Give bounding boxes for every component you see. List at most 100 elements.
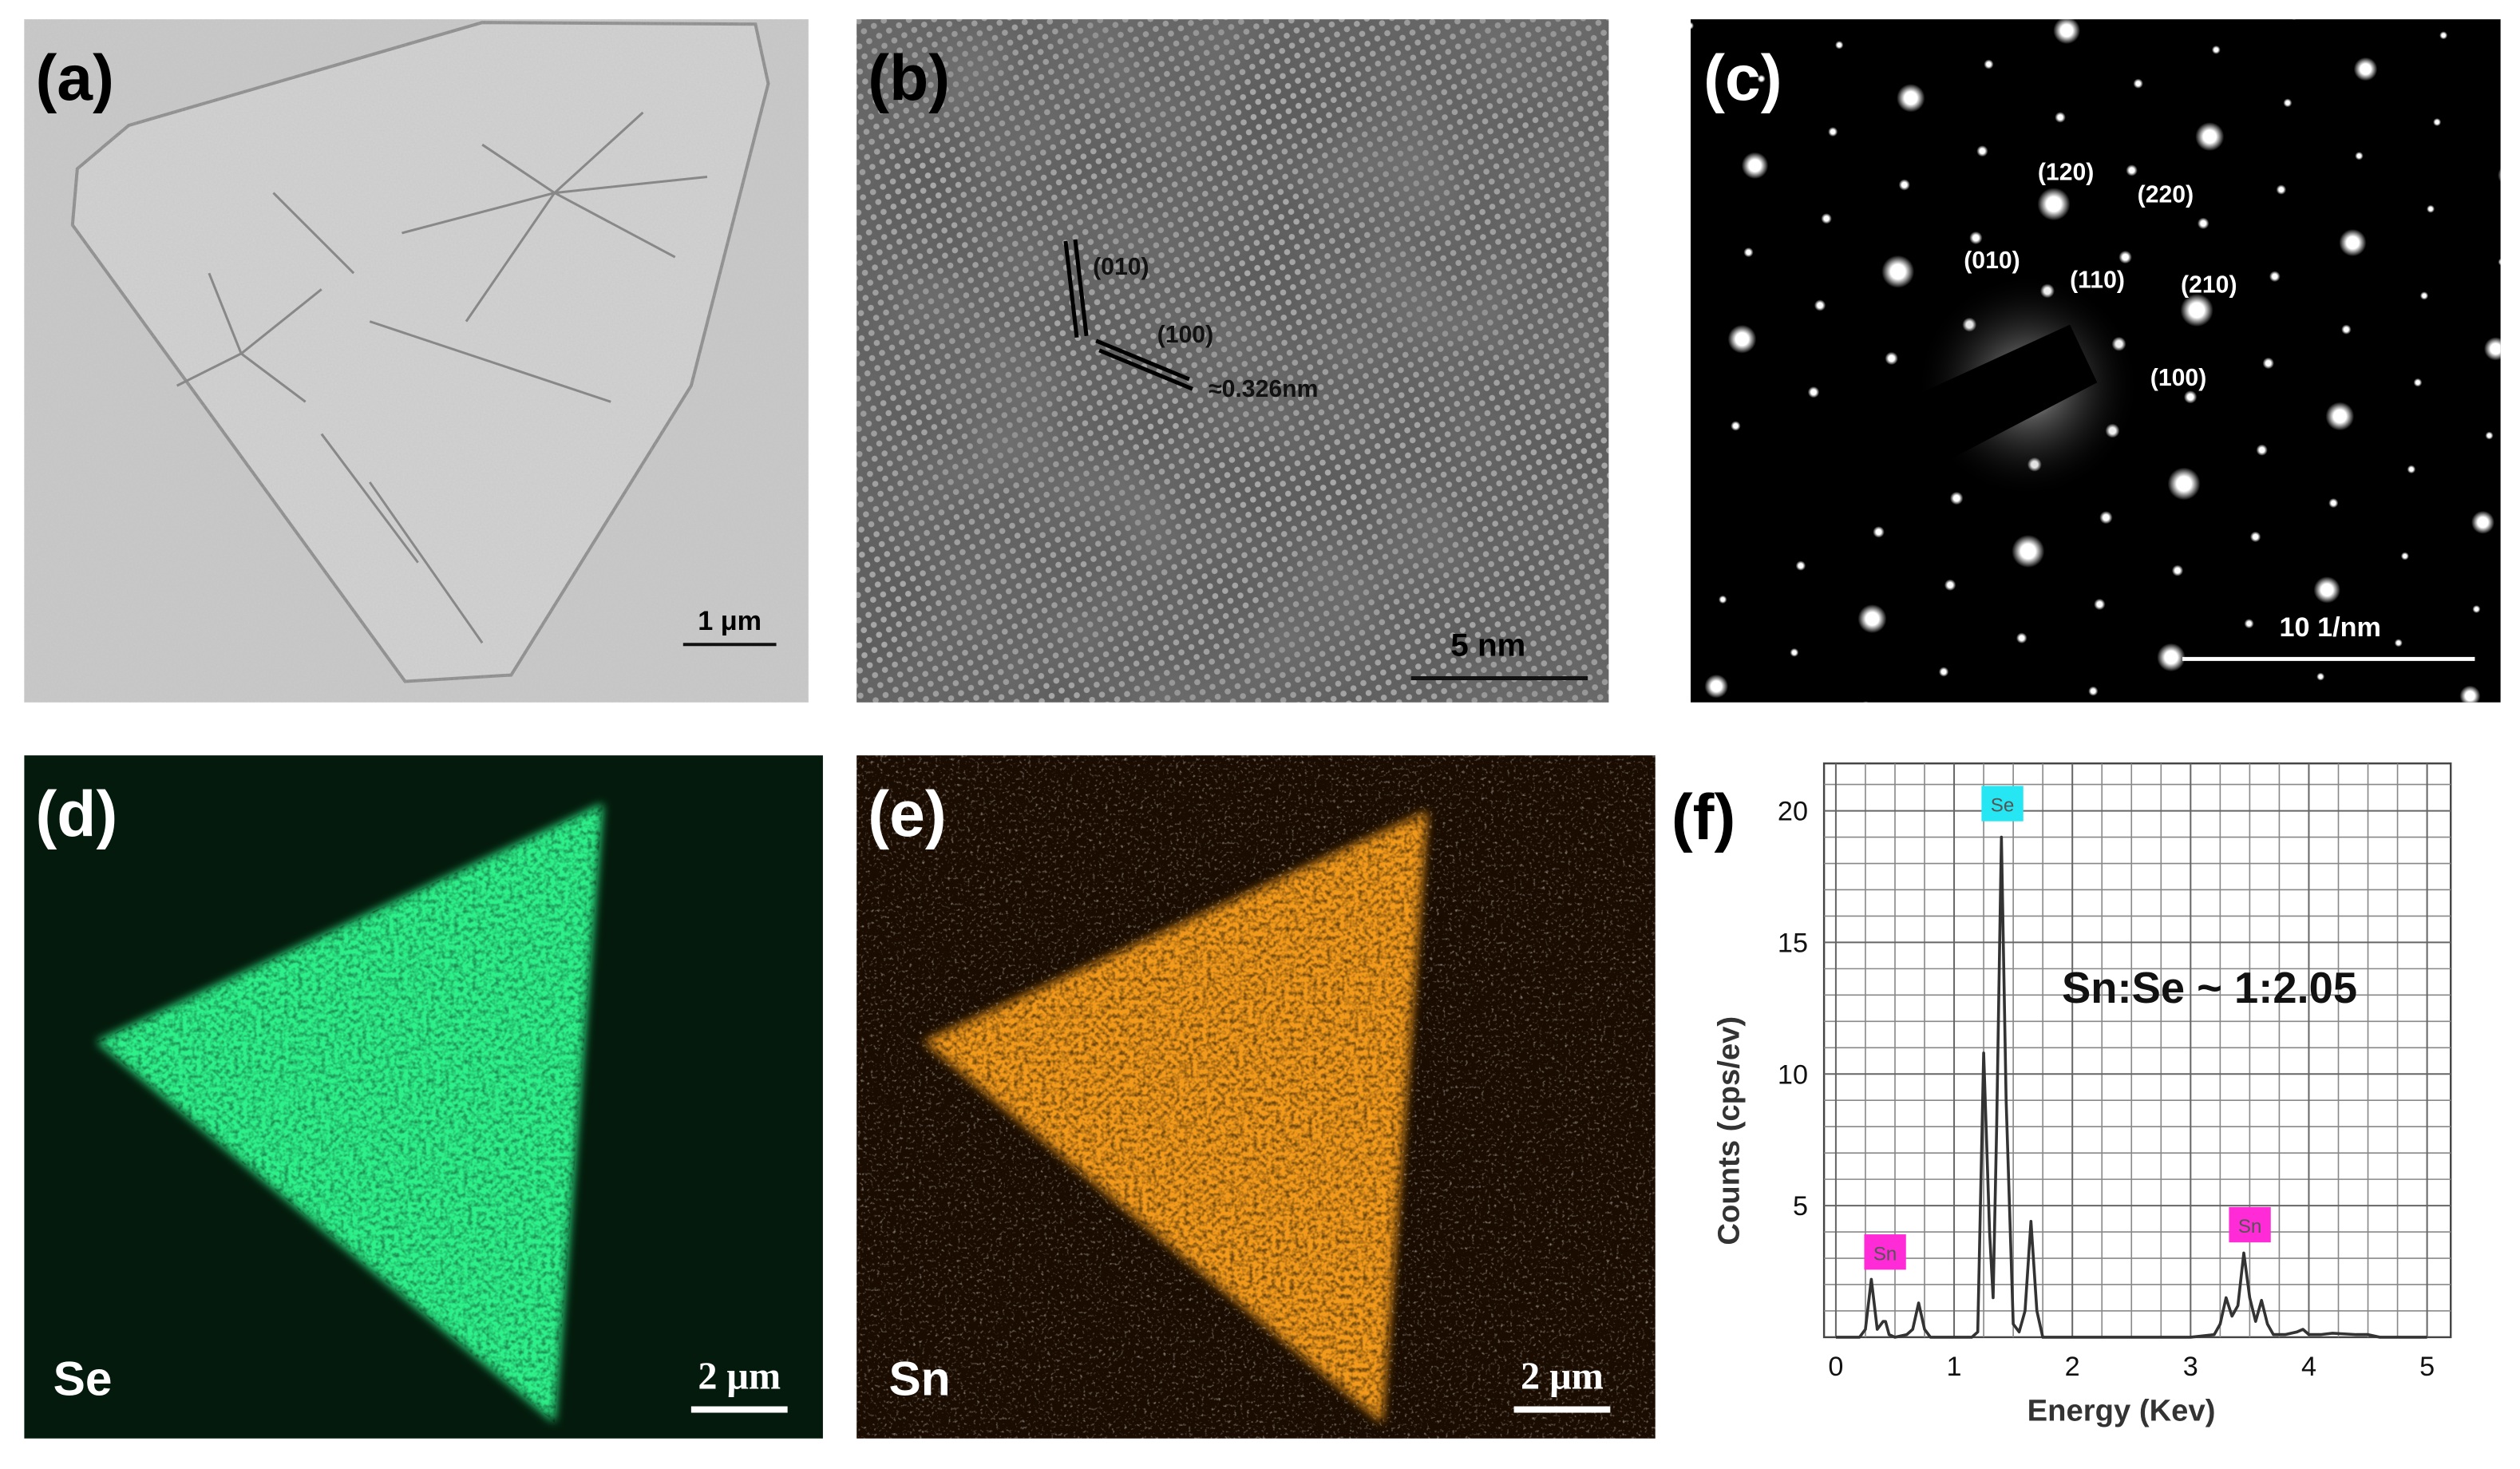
spot bbox=[1741, 152, 1769, 180]
spot bbox=[2099, 511, 2113, 525]
spot bbox=[2439, 31, 2448, 40]
beam-stop bbox=[1691, 324, 2098, 595]
peak-label-box bbox=[1864, 1234, 1906, 1270]
spot bbox=[2157, 643, 2186, 672]
spot bbox=[2459, 685, 2481, 703]
spot bbox=[2419, 291, 2429, 300]
spot bbox=[1795, 560, 1806, 571]
spot bbox=[1828, 127, 1838, 137]
x-tick-label: 2 bbox=[2065, 1352, 2080, 1382]
spot bbox=[2118, 250, 2132, 264]
spot bbox=[2472, 604, 2481, 614]
spot bbox=[2244, 619, 2254, 629]
scale-bar-label: 10 1/nm bbox=[2280, 612, 2381, 643]
annotation: (010) bbox=[1964, 247, 2020, 274]
spot bbox=[2211, 45, 2221, 54]
scale-bar-label: 1 μm bbox=[698, 606, 762, 636]
spot bbox=[2339, 228, 2367, 257]
spot bbox=[2238, 707, 2246, 715]
peak-label: Sn bbox=[1873, 1243, 1897, 1265]
spot bbox=[2291, 19, 2296, 21]
peak-label-box bbox=[1981, 786, 2024, 822]
spot bbox=[2126, 164, 2138, 176]
spot bbox=[2037, 188, 2071, 221]
annotation: (210) bbox=[2181, 271, 2237, 298]
peak-label-box bbox=[2229, 1206, 2271, 1243]
spot bbox=[2498, 168, 2501, 183]
spot bbox=[1885, 351, 1898, 366]
panel-c: (120) (220) (010) (110) (210) (100) (c) … bbox=[1673, 19, 2501, 715]
spot bbox=[2313, 576, 2340, 604]
spot bbox=[2485, 431, 2494, 440]
panel-label: (e) bbox=[868, 778, 946, 850]
texture bbox=[24, 19, 809, 703]
annotation: (120) bbox=[2038, 159, 2094, 185]
spot bbox=[1704, 674, 1729, 699]
spot bbox=[1814, 299, 1826, 311]
x-axis-label: Energy (Kev) bbox=[2027, 1394, 2216, 1428]
scale-bar-label: 5 nm bbox=[1450, 627, 1525, 663]
spot bbox=[1938, 667, 1949, 677]
spot bbox=[2353, 57, 2378, 81]
panel-e: (e) Sn 2 μm bbox=[856, 755, 1656, 1439]
x-tick-label: 1 bbox=[1947, 1352, 1962, 1382]
panel-label: (f) bbox=[1671, 782, 1735, 853]
spot bbox=[2094, 598, 2106, 611]
spot bbox=[2341, 324, 2352, 335]
spot bbox=[2413, 378, 2423, 387]
x-tick-label: 0 bbox=[1828, 1352, 1843, 1382]
panel-label: (a) bbox=[35, 42, 113, 114]
spot bbox=[1897, 84, 1925, 113]
spot bbox=[2249, 531, 2261, 543]
panel-label: (b) bbox=[868, 42, 950, 114]
spot bbox=[1821, 213, 1832, 224]
spot bbox=[2394, 639, 2403, 647]
spot bbox=[2195, 122, 2225, 152]
x-tick-label: 5 bbox=[2419, 1352, 2435, 1382]
spot bbox=[1679, 109, 1687, 117]
spot bbox=[1727, 324, 1757, 354]
spot bbox=[2471, 510, 2494, 534]
spot bbox=[1873, 526, 1885, 538]
spot bbox=[1757, 74, 1766, 83]
spot bbox=[2316, 672, 2325, 681]
spot bbox=[2171, 564, 2184, 576]
spot bbox=[2183, 390, 2198, 404]
spectrum-line bbox=[1835, 835, 2427, 1339]
panel-label: (c) bbox=[1703, 42, 1782, 114]
y-tick-label: 20 bbox=[1778, 797, 1808, 827]
element-label: Sn bbox=[888, 1351, 950, 1405]
element-label: Se bbox=[53, 1351, 113, 1405]
spot bbox=[2483, 337, 2501, 361]
scale-bar-label: 2 μm bbox=[1521, 1355, 1604, 1397]
spot bbox=[2016, 632, 2027, 644]
spot bbox=[2256, 444, 2268, 456]
spot bbox=[2328, 498, 2339, 509]
annotation: (010) bbox=[1093, 254, 1149, 280]
spot bbox=[2012, 534, 2045, 568]
spot bbox=[1743, 247, 1754, 258]
spot bbox=[2269, 271, 2281, 283]
spot bbox=[2498, 258, 2501, 266]
spot bbox=[1719, 595, 1727, 604]
x-tick-label: 4 bbox=[2301, 1352, 2316, 1382]
spot bbox=[1673, 196, 1681, 204]
annotation: (220) bbox=[2138, 182, 2194, 208]
y-tick-label: 10 bbox=[1778, 1059, 1808, 1090]
spot bbox=[1969, 231, 1983, 245]
annotation: (100) bbox=[2150, 365, 2206, 391]
spot bbox=[1691, 22, 1695, 30]
spot bbox=[1790, 647, 1799, 657]
spot bbox=[1857, 604, 1887, 634]
y-axis-label: Counts (cps/ev) bbox=[1711, 1016, 1746, 1245]
peak-label: Sn bbox=[2238, 1216, 2262, 1237]
spot bbox=[2088, 686, 2099, 696]
panel-b: (010) (100) ≈0.326nm (b) 5 nm bbox=[856, 19, 1609, 703]
spot bbox=[2325, 402, 2355, 431]
spot bbox=[1731, 421, 1741, 431]
spot bbox=[2055, 112, 2066, 123]
spot bbox=[1898, 179, 1910, 191]
spot bbox=[2133, 78, 2143, 89]
y-tick-label: 5 bbox=[1793, 1191, 1808, 1222]
